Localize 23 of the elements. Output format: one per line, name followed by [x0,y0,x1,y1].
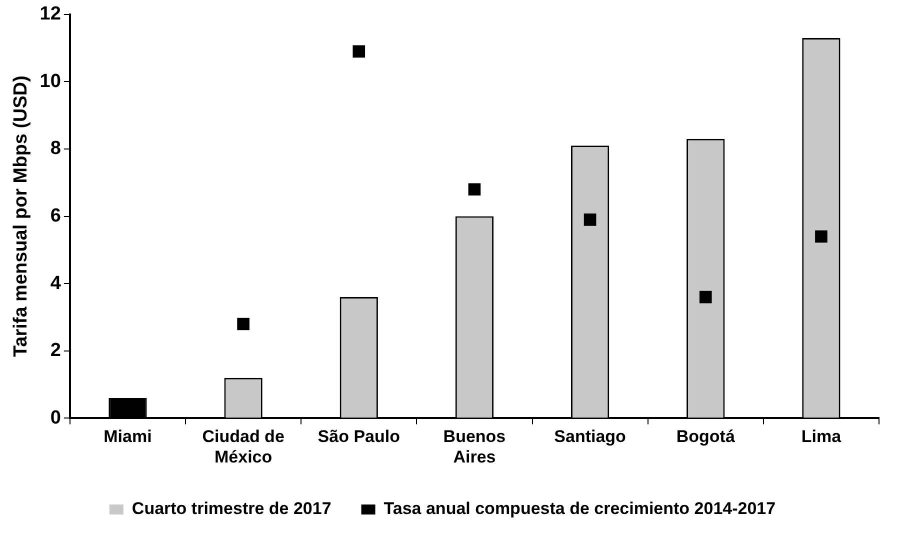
x-tick-label: Buenos Aires [443,427,506,466]
y-tick-label: 0 [50,407,61,428]
x-tick-label: Ciudad de México [202,427,284,466]
legend-label: Cuarto trimestre de 2017 [132,499,332,518]
x-tick-label: São Paulo [318,427,400,446]
y-tick-label: 8 [50,138,61,160]
point [237,318,250,330]
y-tick-label: 6 [50,206,61,227]
point [815,230,828,243]
x-tick-label: Miami [104,427,152,446]
x-tick-label: Lima [801,427,842,446]
point [352,45,366,58]
y-axis-title: Tarifa mensual por Mbps (USD) [10,76,32,358]
x-tick-label: Santiago [554,427,626,446]
x-tick-label: Bogotá [676,427,736,446]
y-tick-label: 10 [40,70,61,92]
y-tick-label: 12 [40,4,61,25]
point [468,183,481,196]
y-tick-label: 4 [50,272,62,294]
legend-label: Tasa anual compuesta de crecimiento 2014-2017 [384,499,776,518]
y-tick-label: 2 [50,340,61,362]
point [699,290,712,304]
point [584,214,596,226]
